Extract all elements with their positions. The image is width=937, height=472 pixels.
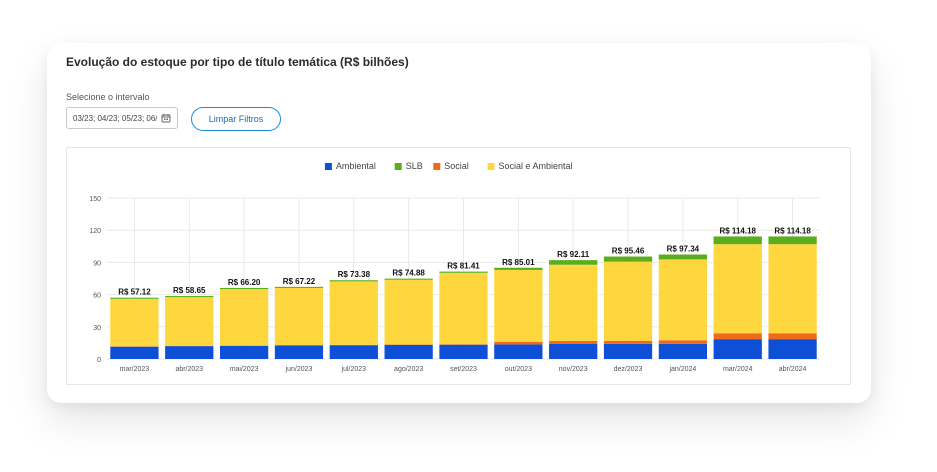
bar-total-label: R$ 92.11 [557,250,590,259]
bar-social-e-ambiental [110,298,159,347]
bar-social-e-ambiental [603,261,653,341]
bar-slb [274,286,324,288]
bar-slb [603,256,653,262]
bar-ambiental [494,344,543,359]
bar-total-label: R$ 66.20 [228,278,261,287]
y-tick-label: 60 [93,293,101,300]
y-tick-label: 120 [89,228,101,235]
x-tick-label: ago/2023 [394,366,423,373]
bar-slb [494,267,543,270]
x-tick-label: set/2023 [450,366,477,373]
chart-container: 0 30 60 90 120 150 R$ 57.12 mar/2023 R$ 58.65 abr… [66,147,851,385]
stacked-bar-chart: 0 30 60 90 120 150 R$ 57.12 mar/2023 R$ 58.65 abr… [89,161,820,373]
x-tick-label: jan/2024 [668,366,696,373]
x-tick-label: abr/2023 [175,366,203,373]
bar-social [658,340,708,344]
bar-ambiental [274,345,324,359]
x-tick-label: out/2023 [505,366,532,373]
bar-ambiental [219,345,269,359]
bar-slb [384,278,433,280]
bar-total-label: R$ 58.65 [173,286,206,295]
bar-ambiental [110,346,159,359]
bar-social-e-ambiental [768,244,817,334]
bar-social-e-ambiental [329,281,378,345]
x-tick-label: jul/2023 [341,366,367,373]
bar-social [439,344,488,345]
bar-slb [439,271,488,273]
legend-label-ambiental: Ambiental [336,161,376,171]
bar-social-e-ambiental [274,287,324,346]
bar-social-e-ambiental [713,244,762,334]
bar-ambiental [384,344,433,359]
interval-select[interactable]: 03/23; 04/23; 05/23; 06/23 [66,107,178,129]
y-tick-label: 150 [89,196,101,203]
bar-ambiental [768,339,817,359]
legend-label-slb: SLB [406,161,423,171]
bar-slb [219,287,269,290]
bar-total-label: R$ 74.88 [392,269,425,278]
bar-ambiental [549,343,598,359]
bar-total-label: R$ 114.18 [774,226,811,235]
bar-total-label: R$ 67.22 [283,277,316,286]
chart-card: Evolução do estoque por tipo de título t… [47,43,871,403]
y-tick-label: 90 [93,260,101,267]
bar-total-label: R$ 114.18 [719,226,756,235]
bar-slb [549,260,598,265]
bar-total-label: R$ 81.41 [447,262,480,271]
bar-social [768,333,817,340]
bar-slb [768,236,817,245]
clear-filters-button[interactable]: Limpar Filtros [191,107,281,131]
bar-social-e-ambiental [219,289,269,346]
y-tick-label: 0 [97,357,101,364]
bar-social-e-ambiental [384,279,433,345]
interval-value: 03/23; 04/23; 05/23; 06/23 [73,113,157,123]
bar-ambiental [165,346,214,359]
bar-social [494,341,543,345]
bar-total-label: R$ 57.12 [118,288,151,297]
bar-slb [713,236,762,245]
bar-total-label: R$ 97.34 [667,245,700,254]
bar-slb [329,280,378,282]
x-tick-label: nov/2023 [559,366,588,373]
x-tick-label: mar/2023 [120,366,150,373]
bar-social [603,340,653,344]
legend-swatch-ambiental [324,163,332,170]
bar-ambiental [329,345,378,359]
card-title: Evolução do estoque por tipo de título t… [66,55,409,69]
y-tick-label: 30 [93,325,101,332]
bar-social-e-ambiental [494,269,543,342]
legend-swatch-slb [394,163,402,170]
x-tick-label: mai/2023 [230,366,259,373]
interval-label: Selecione o intervalo [66,92,150,102]
bar-social-e-ambiental [549,264,598,341]
x-tick-label: jun/2023 [285,366,313,373]
bar-slb [165,296,214,298]
legend-label-social-e-ambiental: Social e Ambiental [499,161,573,171]
bar-ambiental [713,339,762,359]
bar-social [713,333,762,340]
legend-swatch-social-e-ambiental [487,163,495,170]
legend-label-social: Social [444,161,469,171]
bar-social-e-ambiental [165,297,214,346]
bar-total-label: R$ 95.46 [612,247,645,256]
x-tick-label: dez/2023 [614,366,643,373]
bar-social-e-ambiental [658,259,708,341]
bar-total-label: R$ 73.38 [338,270,371,279]
x-tick-label: mar/2024 [723,366,753,373]
bar-ambiental [439,344,488,359]
bar-ambiental [603,343,653,359]
bar-social [549,340,598,344]
bar-total-label: R$ 85.01 [502,258,535,267]
bar-social-e-ambiental [439,272,488,345]
bar-slb [658,254,708,260]
calendar-icon[interactable] [161,113,171,123]
bar-slb [110,297,159,299]
legend-swatch-social [433,163,441,170]
bar-ambiental [658,343,708,359]
x-tick-label: abr/2024 [779,366,807,373]
